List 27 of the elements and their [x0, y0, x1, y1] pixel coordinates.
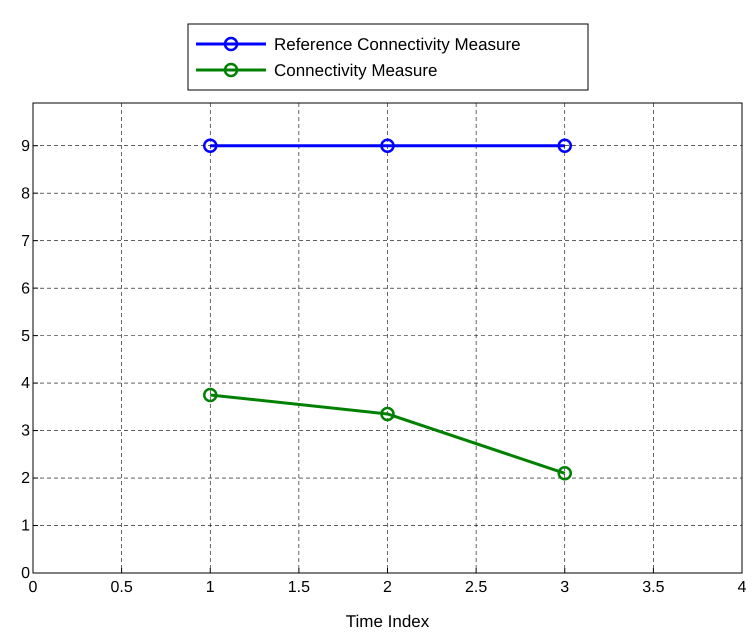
x-tick-label: 3.5	[642, 579, 665, 596]
point	[558, 138, 572, 153]
point	[203, 388, 218, 402]
x-tick-label: 1.5	[288, 579, 310, 596]
x-axis-title: Time Index	[346, 612, 430, 631]
x-tick-label: 4	[738, 579, 747, 596]
point	[380, 406, 395, 422]
point	[203, 138, 218, 153]
y-tick-label: 5	[21, 328, 30, 345]
y-tick-label: 4	[21, 375, 30, 392]
y-tick-label: 7	[21, 232, 30, 250]
y-tick-label: 3	[21, 422, 30, 440]
x-tick-label: 0.5	[110, 579, 133, 596]
y-tick-label: 9	[21, 138, 30, 155]
x-tick-label: 2	[383, 579, 392, 596]
y-tick-label: 6	[21, 280, 30, 298]
y-tick-label: 1	[21, 518, 30, 535]
y-tick-label: 8	[21, 185, 30, 202]
y-tick-label: 2	[21, 470, 30, 488]
legend-label: Reference Connectivity Measure	[274, 35, 521, 54]
x-tick-label: 2.5	[465, 579, 488, 596]
x-tick-label: 1	[206, 579, 215, 596]
x-tick-label: 3	[560, 579, 570, 596]
point	[558, 466, 572, 481]
y-tick-label: 0	[21, 565, 30, 582]
legend-label: Connectivity Measure	[274, 61, 438, 80]
point	[380, 138, 395, 153]
